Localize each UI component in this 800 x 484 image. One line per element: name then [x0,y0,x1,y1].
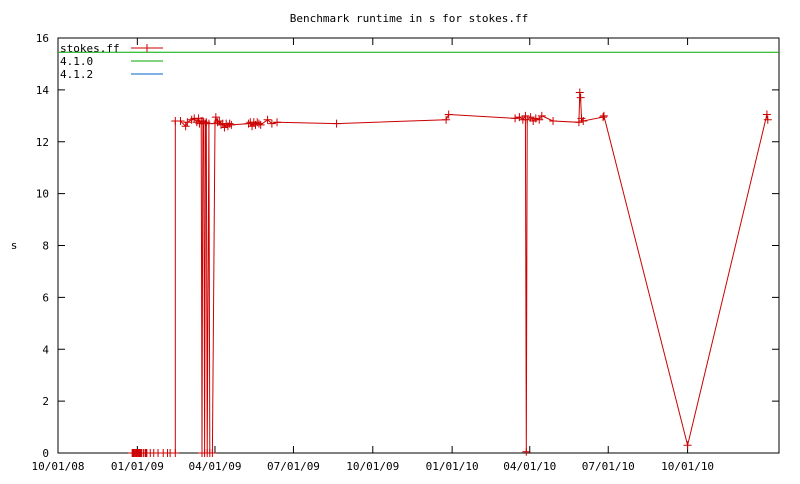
data-point [183,118,192,127]
y-axis-label: s [11,239,18,252]
x-tick-label: 04/01/09 [188,460,241,473]
y-tick-label: 0 [42,447,49,460]
y-tick-label: 12 [36,136,49,149]
data-point [521,111,530,120]
chart-title: Benchmark runtime in s for stokes.ff [290,12,528,25]
data-point [522,447,531,456]
data-point [248,122,257,131]
series-line [132,92,769,454]
legend-label: stokes.ff [60,42,120,55]
data-point [599,113,608,122]
data-point [263,115,272,124]
x-tick-label: 07/01/10 [582,460,635,473]
data-point [762,110,771,119]
x-tick-label: 04/01/10 [503,460,556,473]
data-point [176,117,185,125]
data-point [537,111,546,120]
y-tick-label: 10 [36,188,49,201]
legend-label: 4.1.0 [60,55,93,68]
data-point [211,113,220,122]
data-point [208,449,217,457]
data-point [531,114,540,123]
data-point [549,117,558,125]
data-point [225,119,234,128]
data-point [575,88,584,97]
legend-label: 4.1.2 [60,68,93,81]
data-point [273,118,282,127]
data-point [254,119,263,128]
legend-marker [143,44,151,52]
data-point [444,110,453,119]
x-tick-label: 07/01/09 [267,460,320,473]
x-tick-label: 10/01/08 [32,460,85,473]
x-tick-label: 01/01/09 [111,460,164,473]
plot-frame [57,37,780,454]
data-point [256,120,265,129]
data-point [763,115,772,124]
y-tick-label: 2 [42,395,49,408]
data-point [599,111,608,120]
x-tick-label: 01/01/10 [426,460,479,473]
y-tick-label: 6 [42,291,49,304]
legend: stokes.ff4.1.04.1.2 [60,42,163,81]
data-point [576,93,585,102]
data-point [579,117,588,125]
series-layer [58,51,779,457]
data-point [220,123,229,132]
data-point [171,449,180,457]
x-tick-label: 10/01/10 [661,460,714,473]
data-point [683,441,692,450]
axis-ticks: 0 2 4 6 8 10 12 14 16 10/01/08 01/01/09 04/01/09 07/… [32,32,779,473]
data-point [511,114,520,123]
data-point [181,122,190,131]
data-point [442,115,451,124]
x-tick-label: 10/01/09 [346,460,399,473]
y-tick-label: 14 [36,84,50,97]
y-tick-label: 16 [36,32,49,45]
y-tick-label: 8 [42,240,49,253]
data-point [267,119,276,128]
y-tick-label: 4 [42,343,49,356]
data-point [227,120,236,129]
data-point [332,119,341,128]
